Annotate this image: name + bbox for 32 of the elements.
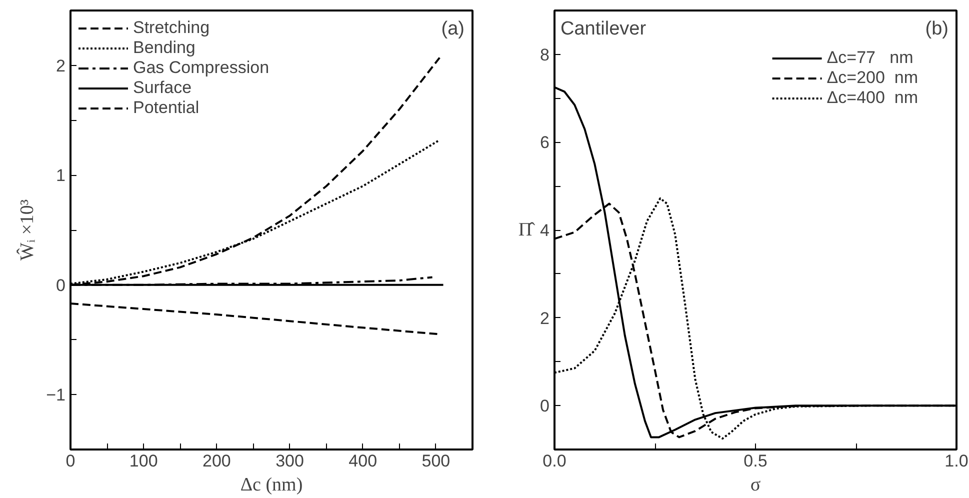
legend-label: Gas Compression (133, 58, 270, 78)
legend-label: Δc=200 nm (826, 68, 918, 88)
legend-label: Stretching (133, 18, 210, 38)
x-tick-label: 0.5 (744, 452, 768, 470)
legend-label: Δc=400 nm (826, 88, 918, 108)
y-tick-label: −1 (46, 386, 66, 405)
legend-label: Bending (133, 38, 196, 58)
x-tick-label: 300 (276, 452, 304, 470)
y-tick-label: 0 (540, 396, 550, 416)
legend-label: Surface (133, 78, 192, 98)
annotation: Cantilever (560, 18, 647, 40)
y-tick-label: 0 (56, 276, 66, 295)
x-tick-label: 200 (202, 452, 231, 470)
x-tick-label: 100 (129, 452, 158, 470)
y-tick-label: 1 (56, 166, 66, 186)
y-axis-title: Π̂ (518, 220, 536, 240)
y-axis-title: Ŵᵢ ×10³ (16, 199, 38, 261)
y-tick-label: 8 (540, 45, 550, 64)
legend-label: Potential (133, 98, 200, 118)
x-tick-label: 400 (348, 452, 378, 470)
y-tick-label: 2 (56, 56, 66, 76)
legend-label: Δc=77 nm (826, 48, 914, 68)
x-axis-title: Δc (nm) (240, 474, 303, 496)
y-tick-label: 4 (540, 221, 550, 240)
x-axis-title: σ (750, 474, 761, 496)
y-tick-label: 6 (540, 133, 550, 152)
x-tick-label: 500 (422, 452, 450, 470)
annotation: (b) (925, 18, 949, 40)
x-tick-label: 1.0 (944, 452, 968, 470)
annotation: (a) (441, 18, 465, 40)
x-tick-label: 0.0 (542, 452, 566, 470)
y-tick-label: 2 (540, 308, 550, 328)
